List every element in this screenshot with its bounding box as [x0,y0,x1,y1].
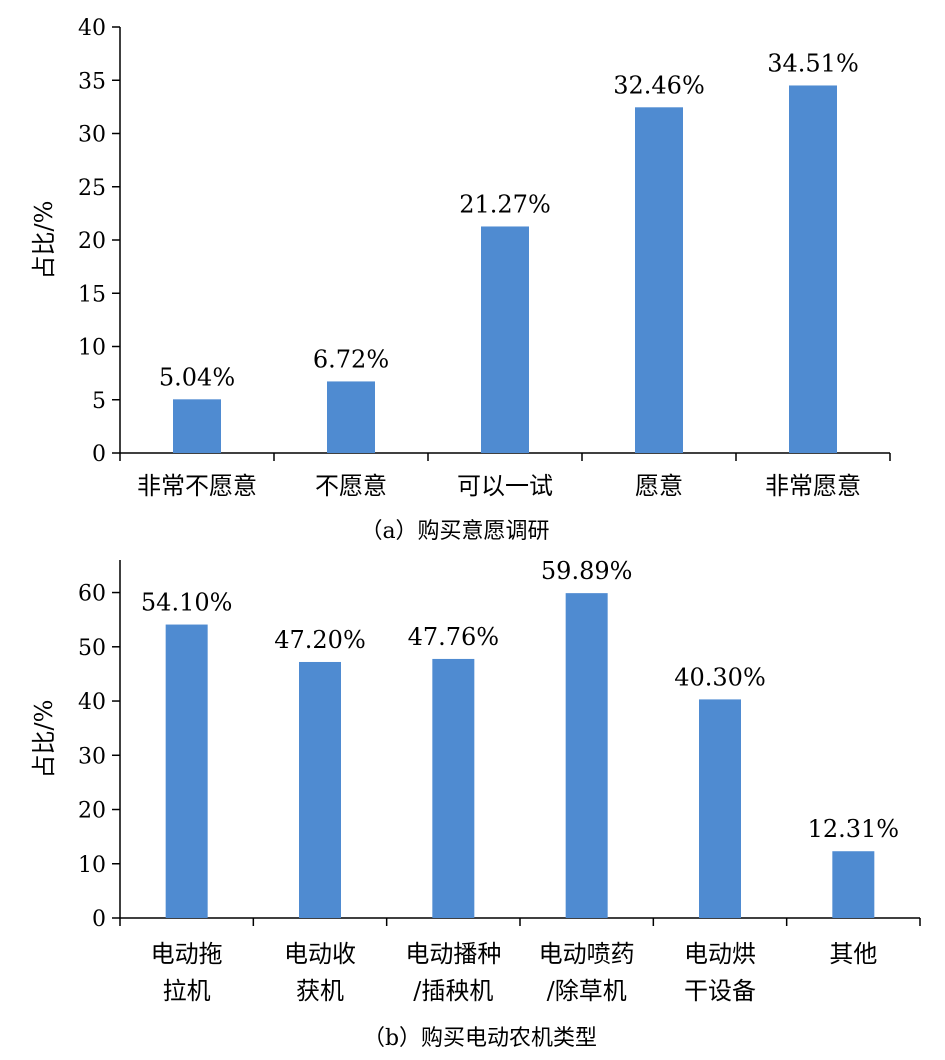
y-tick-label: 40 [78,16,106,41]
data-label: 54.10% [141,589,233,617]
chart-caption: （a）购买意愿调研 [360,519,549,544]
bar [565,593,608,918]
y-tick-label: 0 [92,907,106,932]
bar [327,381,375,453]
data-label: 40.30% [674,663,766,691]
bar [432,658,475,918]
data-label: 34.51% [767,49,859,77]
y-tick-label: 30 [78,744,106,769]
data-label: 6.72% [313,345,389,373]
y-tick-label: 0 [92,442,106,467]
y-tick-label: 10 [78,853,106,878]
category-label: 电动拖 [151,940,223,968]
category-label: 不愿意 [315,472,387,500]
data-label: 32.46% [613,71,705,99]
category-label: /除草机 [547,977,627,1005]
bar [789,85,837,453]
category-label: 电动收 [284,940,356,968]
data-label: 12.31% [808,815,900,843]
y-tick-label: 35 [78,69,106,94]
category-label: 愿意 [635,472,683,500]
y-tick-label: 40 [78,690,106,715]
category-label: 电动播种 [405,940,501,968]
category-label: 非常愿意 [765,472,861,500]
data-label: 5.04% [159,363,235,391]
category-label: 获机 [296,977,344,1005]
y-axis-label: 占比/% [30,700,58,779]
category-label: 可以一试 [457,472,553,500]
bar [832,851,875,918]
y-tick-label: 30 [78,123,106,148]
data-label: 59.89% [541,557,633,585]
category-label: 其他 [829,940,877,968]
y-tick-label: 15 [78,282,106,307]
y-tick-label: 10 [78,336,106,361]
category-label: 电动喷药 [539,940,635,968]
category-label: 拉机 [163,977,211,1005]
bar [299,661,341,918]
category-label: 干设备 [684,977,756,1005]
category-label: 非常不愿意 [137,472,257,500]
bar [635,107,683,454]
chart-caption: （b）购买电动农机类型 [363,1026,597,1051]
y-tick-label: 50 [78,636,106,661]
category-label: 电动烘 [684,940,756,968]
chart-a: 0 5 10 15 20 25 30 35 40 5.04% 非常不愿意 6.72% 不愿意 21.27%… [30,16,891,544]
y-tick-label: 5 [92,389,106,414]
bar [173,399,221,453]
y-tick-label: 25 [78,176,106,201]
bar [481,226,529,453]
bar [699,699,741,918]
y-axis-label: 占比/% [30,201,58,280]
data-label: 21.27% [459,190,551,218]
y-tick-label: 60 [78,582,106,607]
y-tick-label: 20 [78,229,106,254]
category-label: /插秧机 [413,977,493,1005]
bar [165,624,208,918]
data-label: 47.76% [408,623,500,651]
data-label: 47.20% [274,626,366,654]
y-tick-label: 20 [78,799,106,824]
